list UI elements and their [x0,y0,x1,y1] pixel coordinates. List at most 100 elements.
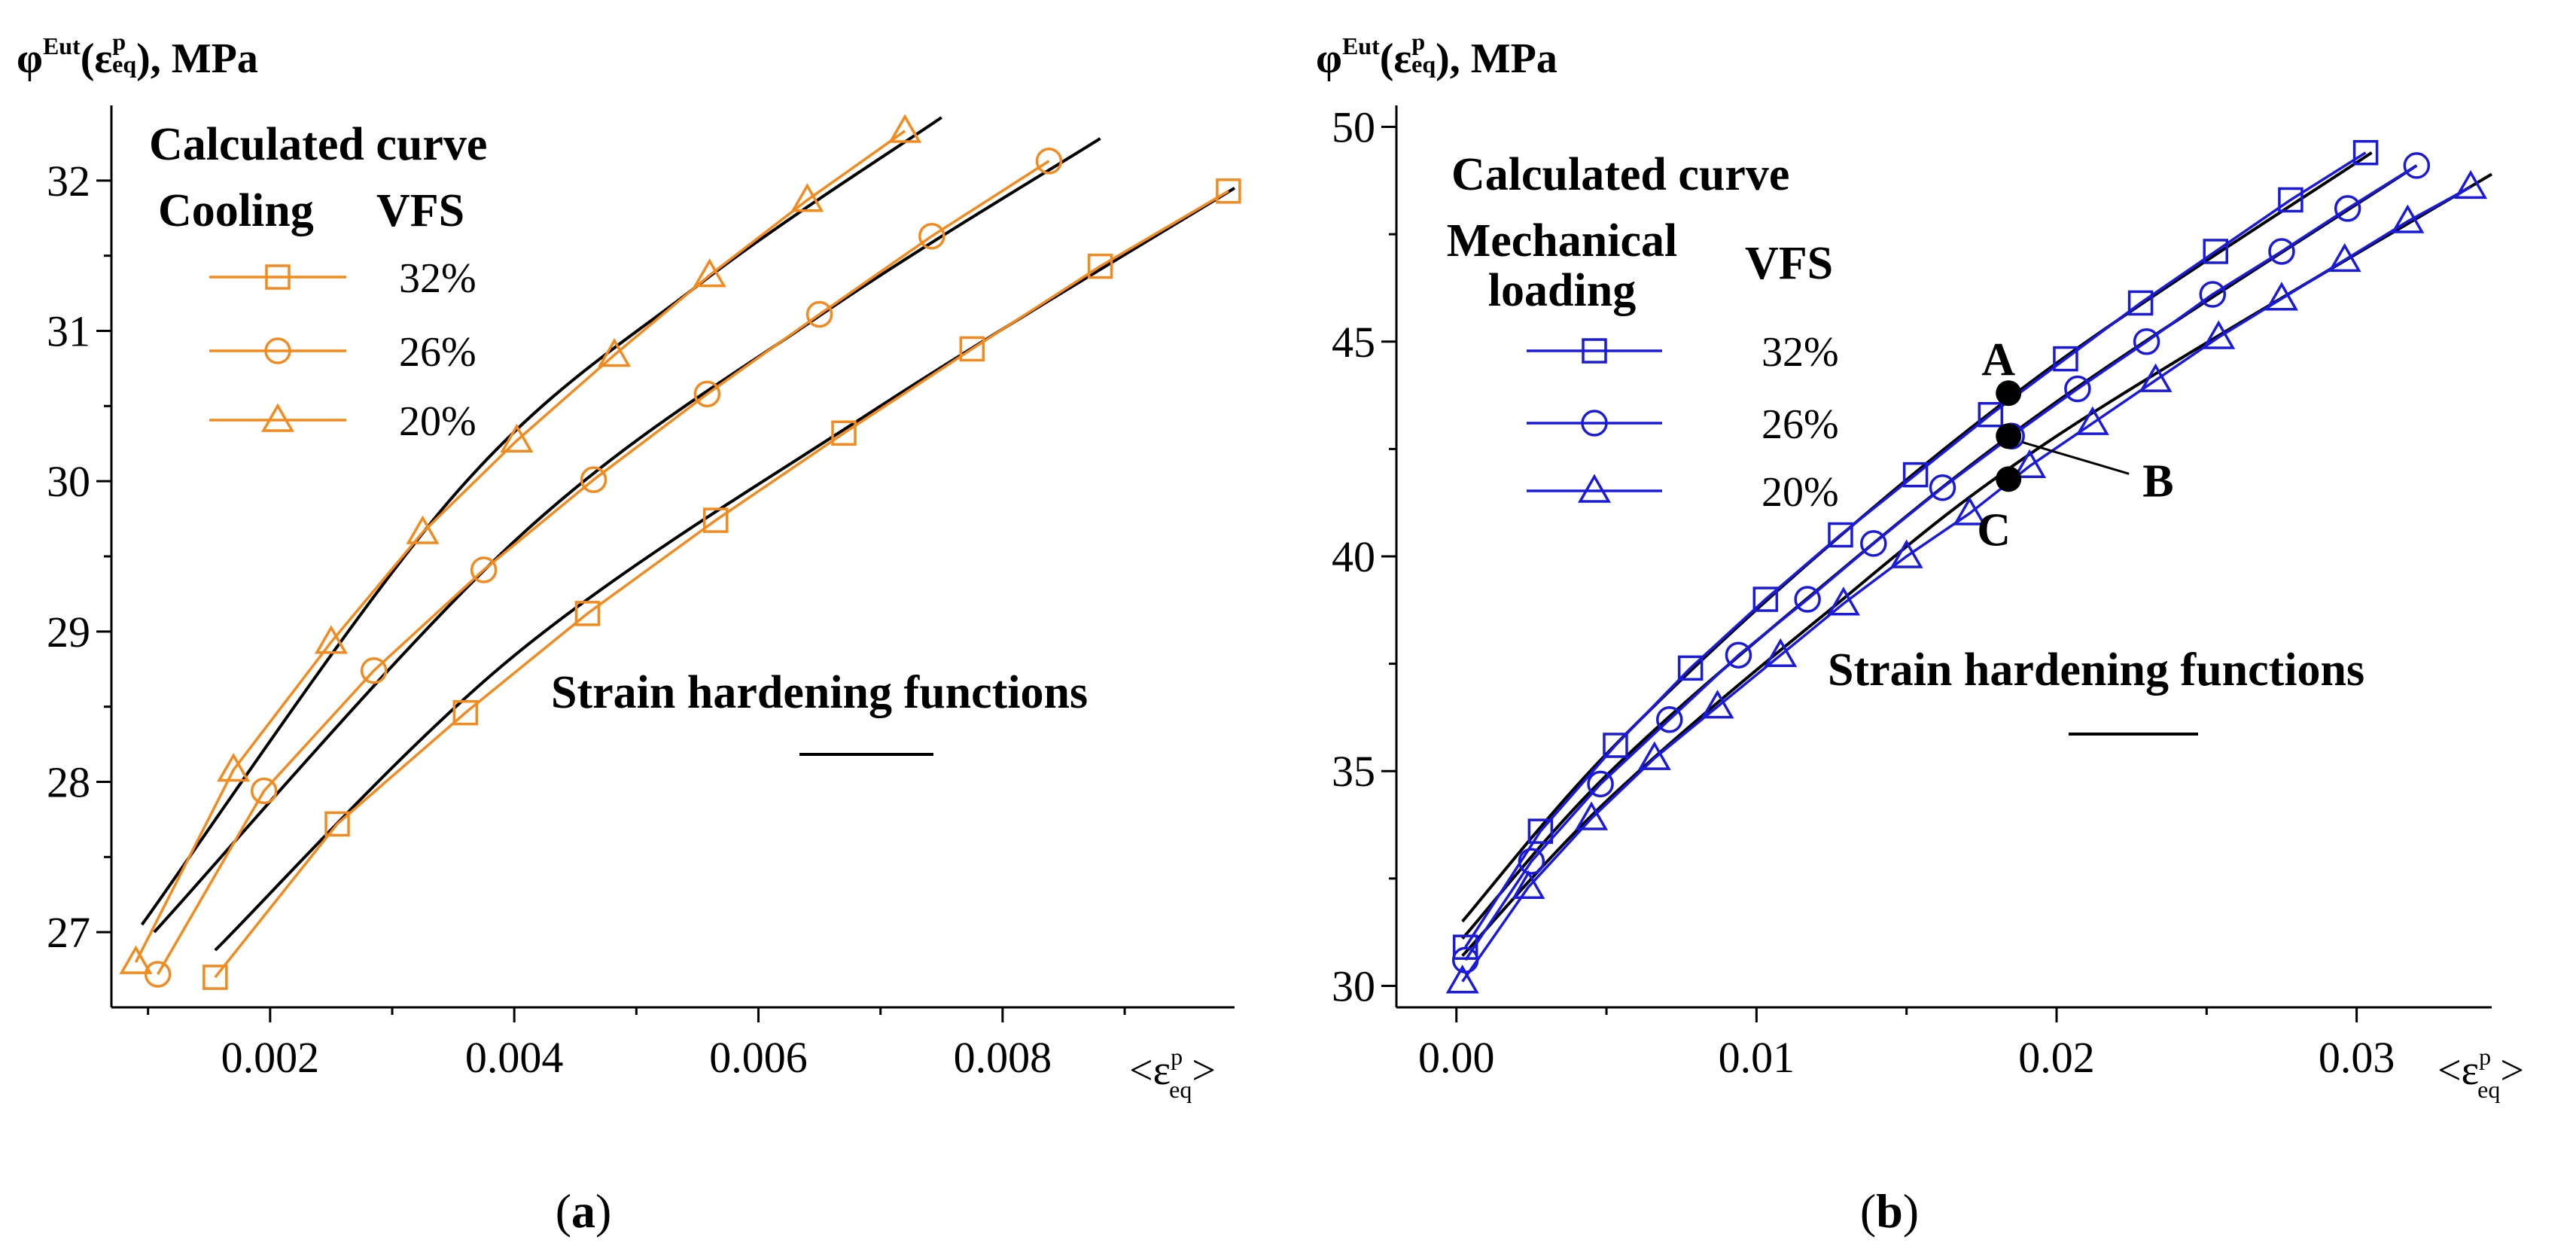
panel-label-part: ( [556,1184,571,1238]
data-point-20 [2391,204,2425,233]
x-tick-label: 0.02 [2018,1033,2095,1082]
legend-entry-label: 32% [1761,329,1839,376]
data-point-32 [574,601,601,626]
data-point-32 [324,811,350,837]
data-point-20 [1637,741,1671,770]
data-point-20 [1764,638,1798,667]
data-point-26 [805,300,833,328]
x-tick-label: 0.002 [221,1033,320,1082]
data-point-20 [2454,169,2488,200]
data-point-20 [693,258,726,288]
x-tick-label: 0.00 [1418,1033,1495,1082]
legend-marker-26 [264,337,291,364]
series-line-26 [1464,164,2418,961]
y-tick-label: 40 [1332,532,1375,581]
panel-label-part: b [1876,1184,1903,1238]
y-tick-label: 29 [47,608,90,657]
data-point-32 [2352,140,2379,166]
y-axis-label-part: ), MPa [136,35,258,82]
data-point-26 [2403,152,2431,179]
point-label-a: A [1981,334,2015,385]
data-point-26 [1587,770,1614,798]
data-point-32 [2278,187,2303,213]
data-point-26 [1725,641,1752,669]
legend-group-label: Mechanical [1447,215,1678,267]
y-axis-label-part: (ε [1380,35,1412,82]
y-tick-label: 45 [1332,318,1375,367]
data-point-32 [452,699,479,726]
data-point-32 [1677,655,1704,681]
y-tick-label: 31 [47,307,90,356]
data-point-20 [1512,870,1545,900]
y-axis-label: φEut(εp eq), MPa [17,28,258,82]
data-point-20 [2139,363,2173,392]
data-point-32 [2203,239,2229,264]
legend-vfs-label: VFS [1745,238,1833,289]
y-axis-label-part: p [1411,28,1425,55]
annotation-strain-hardening: Strain hardening functions [551,667,1088,718]
data-point-26 [1518,848,1545,875]
data-point-20 [500,423,534,453]
data-point-20 [1826,586,1860,616]
data-point-26 [693,380,721,408]
x-tick-label: 0.03 [2319,1033,2395,1082]
point-label-b: B [2142,455,2173,507]
legend-title: Calculated curve [149,119,487,170]
data-point-26 [2199,281,2227,308]
state-point-a [1996,380,2022,407]
y-axis-label-part: ), MPa [1436,35,1557,82]
x-axis-label-part: <ε [1129,1047,1171,1094]
series-line-20 [134,129,906,963]
y-tick-label: 35 [1332,747,1375,796]
x-axis-label-part: <ε [2437,1047,2479,1094]
panel-label-part: ) [1903,1184,1919,1238]
legend-title: Calculated curve [1451,149,1789,200]
legend-entry-label: 20% [1761,469,1839,516]
data-point-26 [1860,530,1887,557]
data-point-20 [598,337,632,367]
data-point-20 [119,945,153,974]
data-point-32 [959,336,985,362]
x-axis-label-part: > [1192,1047,1216,1094]
y-tick-label: 50 [1332,103,1375,152]
data-point-20 [1575,801,1609,830]
y-axis-label-part: p [112,28,126,55]
x-axis-label: <εp eq> [1129,1043,1216,1103]
y-axis-label: φEut(εp eq), MPa [1316,28,1557,82]
data-point-20 [2075,406,2109,435]
y-axis-label-part: Eut [43,32,81,59]
series-line-32 [214,190,1229,979]
data-point-32 [2053,346,2078,372]
data-point-26 [2334,195,2361,222]
y-tick-label: 30 [1332,961,1375,1010]
data-point-20 [888,114,922,143]
data-point-20 [2013,449,2047,478]
data-point-20 [790,183,824,212]
y-axis-label-part: φ [1316,35,1342,82]
data-point-32 [1978,401,2004,428]
state-point-c [1996,466,2022,492]
legend-marker-20 [1577,474,1612,503]
data-point-26 [1929,474,1956,501]
data-point-26 [1035,148,1063,175]
x-tick-label: 0.01 [1719,1033,1795,1082]
data-point-32 [1216,178,1241,204]
y-tick-label: 30 [47,457,90,506]
x-axis-label: <εp eq> [2437,1043,2524,1103]
panel-label: (b) [1860,1184,1919,1238]
point-label-c: C [1977,504,2011,556]
legend-group-label: Cooling [158,185,314,236]
legend-entry-label: 20% [399,398,477,445]
state-point-b [1996,423,2022,449]
data-point-32 [1527,818,1554,844]
data-point-32 [1902,462,1929,488]
legend-marker-26 [1581,410,1608,437]
legend-vfs-label: VFS [376,185,464,236]
x-axis-label-part: eq [1169,1076,1192,1103]
series-line-20 [1461,185,2471,982]
data-point-20 [406,515,440,544]
x-axis-label-part: p [1171,1043,1183,1070]
series-line-26 [157,160,1050,975]
data-point-20 [314,625,348,654]
